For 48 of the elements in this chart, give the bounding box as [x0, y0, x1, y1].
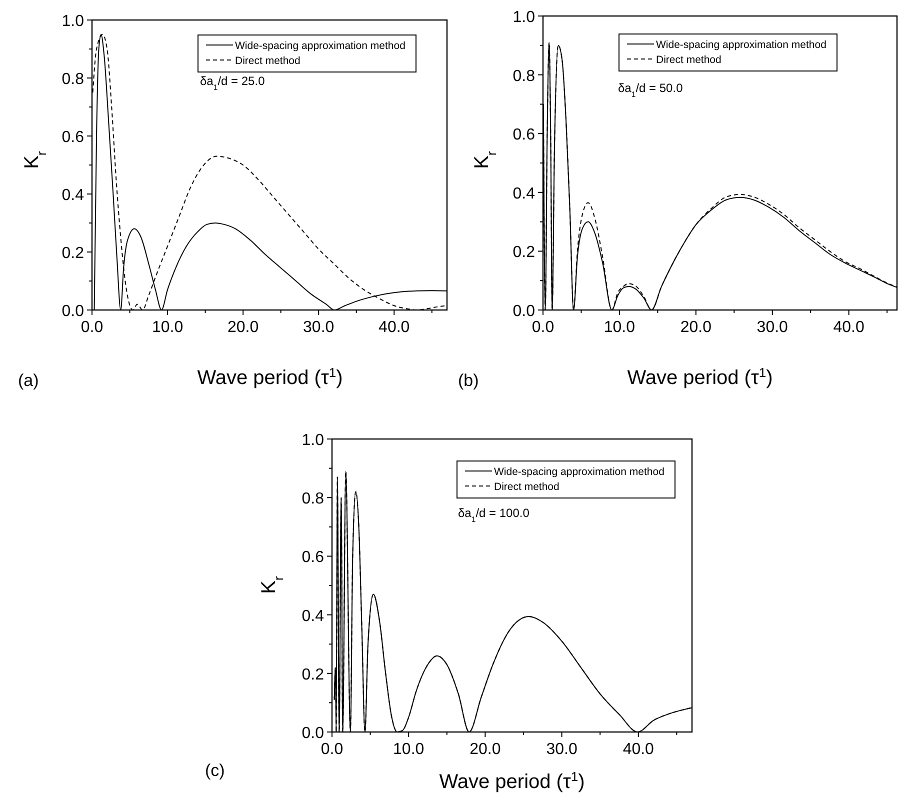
x-tick-label: 20.0	[680, 319, 712, 336]
legend-label: Direct method	[235, 55, 301, 67]
x-tick-label: 40.0	[378, 319, 410, 336]
y-tick-label: 0.6	[512, 126, 536, 144]
y-tick-label: 0.8	[62, 71, 84, 88]
x-tick-label: 10.0	[604, 319, 636, 336]
x-tick-label: 40.0	[833, 319, 865, 336]
annotation: δa$_{1}$/d = 25.0	[200, 74, 266, 92]
y-tick-label: 0.4	[302, 608, 324, 625]
text: (a)	[18, 371, 39, 390]
legend-label: Direct method	[494, 481, 560, 493]
x-axis-title: Wave period (τ$^{1}$)	[439, 768, 585, 793]
x-tick-label: 30.0	[303, 319, 334, 336]
y-tick-label: 0.4	[62, 187, 84, 204]
legend-label: Wide-spacing approximation method	[656, 39, 827, 51]
y-tick-label: 0.8	[512, 68, 536, 85]
legend-label: Wide-spacing approximation method	[235, 40, 406, 52]
annotation: δa$_{1}$/d = 50.0	[618, 81, 684, 98]
y-tick-label: 0.8	[302, 490, 324, 508]
y-tick-label: 0.2	[302, 666, 324, 684]
y-tick-label: 0.4	[512, 185, 536, 202]
annotation: δa$_{1}$/d = 100.0	[458, 506, 530, 524]
x-tick-label: 30.0	[756, 319, 788, 336]
text: (b)	[458, 371, 479, 390]
x-tick-label: 20.0	[227, 319, 259, 336]
text: (c)	[205, 761, 225, 780]
legend-label: Wide-spacing approximation method	[494, 466, 665, 478]
y-tick-label: 0.0	[302, 725, 324, 742]
x-tick-label: 10.0	[152, 319, 184, 336]
x-axis-title: Wave period (τ$^{1}$)	[197, 364, 343, 389]
y-tick-label: 0.0	[512, 303, 536, 320]
x-tick-label: 20.0	[470, 741, 501, 758]
y-tick-label: 1.0	[512, 9, 536, 26]
x-axis-title: Wave period (τ$^{1}$)	[627, 364, 773, 389]
legend-label: Direct method	[656, 54, 722, 66]
y-tick-label: 0.2	[62, 245, 84, 262]
y-tick-label: 1.0	[62, 13, 84, 30]
x-tick-label: 30.0	[546, 741, 578, 758]
x-tick-label: 0.0	[80, 319, 104, 336]
y-tick-label: 0.6	[62, 129, 84, 146]
y-tick-label: 0.0	[62, 303, 84, 320]
x-tick-label: 10.0	[393, 741, 424, 758]
x-tick-label: 0.0	[320, 741, 344, 758]
y-tick-label: 0.6	[302, 549, 324, 566]
y-tick-label: 0.2	[512, 244, 536, 262]
x-tick-label: 40.0	[622, 741, 654, 758]
y-tick-label: 1.0	[302, 432, 324, 449]
x-tick-label: 0.0	[532, 319, 554, 336]
